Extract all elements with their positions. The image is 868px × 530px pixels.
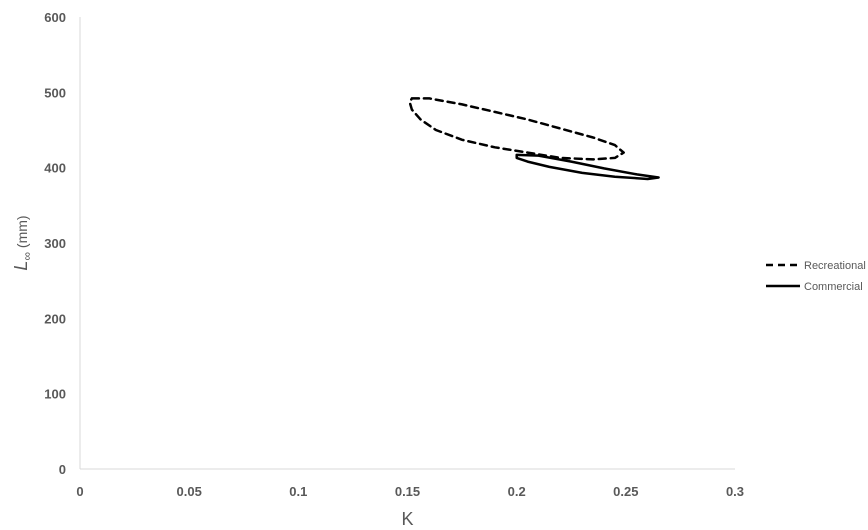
- x-axis-title: K: [401, 509, 413, 529]
- legend-item-commercial: Commercial: [766, 281, 863, 293]
- legend-label-recreational: Recreational: [804, 260, 866, 272]
- y-axis-title: L∞ (mm): [11, 215, 34, 270]
- svg-text:L∞ (mm): L∞ (mm): [11, 215, 34, 270]
- x-tick-label: 0.15: [395, 484, 420, 499]
- x-tick-label: 0.3: [726, 484, 744, 499]
- legend: Recreational Commercial: [766, 260, 866, 293]
- y-axis-title-unit: (mm): [14, 215, 30, 252]
- x-tick-label: 0.1: [289, 484, 307, 499]
- y-axis-title-subscript: ∞: [20, 252, 34, 261]
- y-tick-label: 600: [44, 10, 66, 25]
- legend-item-recreational: Recreational: [766, 260, 866, 272]
- series-recreational-line: [408, 97, 625, 161]
- y-tick-label: 500: [44, 85, 66, 100]
- y-tick-label: 200: [44, 311, 66, 326]
- y-tick-label: 100: [44, 387, 66, 402]
- x-tick-label: 0: [76, 484, 83, 499]
- legend-label-commercial: Commercial: [804, 281, 863, 293]
- series-commercial-line: [515, 153, 660, 181]
- x-tick-label: 0.2: [508, 484, 526, 499]
- x-tick-label: 0.25: [613, 484, 638, 499]
- y-tick-label: 300: [44, 236, 66, 251]
- series-layer: [408, 97, 660, 181]
- y-tick-label: 400: [44, 161, 66, 176]
- axes-layer: [79, 17, 735, 470]
- y-tick-label: 0: [59, 462, 66, 477]
- y-axis-title-main: L: [11, 261, 31, 271]
- tick-labels: 0 0.05 0.1 0.15 0.2 0.25 0.3 0 100 200 300 400 500 60…: [44, 10, 744, 499]
- x-tick-label: 0.05: [177, 484, 202, 499]
